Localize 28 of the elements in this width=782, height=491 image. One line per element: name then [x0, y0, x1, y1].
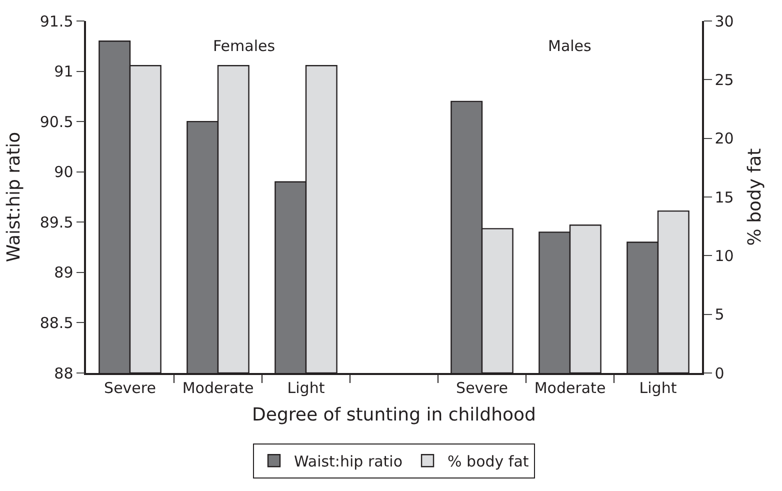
y2-tick-label: 20 — [714, 130, 734, 148]
y-tick-label: 89 — [54, 264, 74, 282]
y-tick-label: 90.5 — [40, 112, 74, 131]
y-tick-label: 91.5 — [40, 12, 74, 30]
annotation: Females — [213, 37, 276, 55]
annotation: Males — [548, 37, 592, 55]
y2-tick-label: 25 — [714, 70, 734, 89]
y2-tick-label: 5 — [714, 306, 724, 324]
x-tick-label: Light — [639, 378, 677, 397]
legend-label: Waist:hip ratio — [294, 452, 403, 470]
x-tick-label: Moderate — [182, 378, 254, 397]
x-axis-title: Degree of stunting in childhood — [252, 404, 536, 426]
y2-tick-label: 30 — [714, 12, 734, 30]
y-tick-label: 90 — [54, 163, 74, 182]
x-tick-label: Light — [287, 378, 325, 397]
y2-tick-label: 10 — [714, 246, 734, 265]
x-tick-label: Moderate — [534, 378, 606, 397]
x-tick-label: Severe — [456, 378, 508, 397]
y-tick-label: 89.5 — [40, 213, 74, 232]
y2-tick-label: 15 — [714, 188, 734, 206]
x-tick-label: Severe — [104, 378, 156, 397]
y-tick-label: 91 — [54, 62, 74, 81]
y-tick-label: 88 — [54, 364, 74, 382]
y-tick-label: 88.5 — [40, 314, 74, 332]
y2-tick-label: 0 — [714, 364, 724, 382]
y-axis-title: Waist:hip ratio — [4, 132, 25, 262]
y2-axis-title: % body fat — [744, 148, 766, 246]
legend-label: % body fat — [448, 452, 529, 470]
